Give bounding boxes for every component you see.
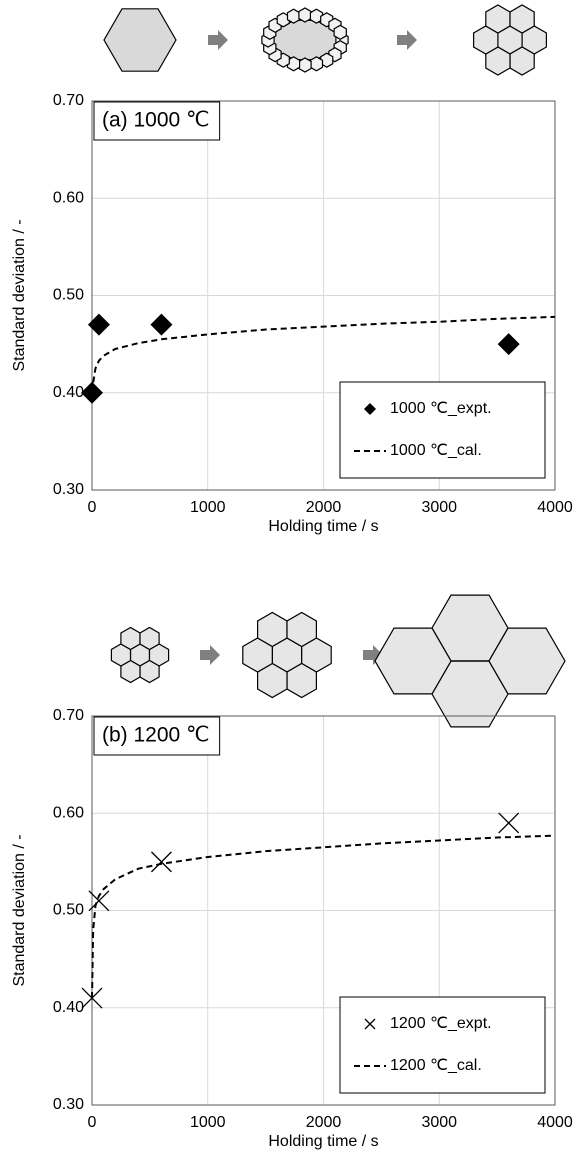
hexagon <box>286 611 317 648</box>
y-tick-label: 0.70 <box>53 92 84 109</box>
x-tick-label: 0 <box>88 1114 97 1131</box>
marker <box>81 381 103 404</box>
hexagon <box>139 626 160 651</box>
x-tick-label: 4000 <box>537 499 573 516</box>
legend-label: 1200 ℃_expt. <box>390 1015 492 1032</box>
x-axis-label: Holding time / s <box>268 518 378 535</box>
marker <box>150 851 172 873</box>
marker <box>88 890 110 912</box>
marker <box>497 333 520 356</box>
legend-marker <box>364 403 376 415</box>
hexagon <box>298 7 312 23</box>
legend-label: 1000 ℃_expt. <box>390 400 492 417</box>
x-tick-label: 3000 <box>421 499 457 516</box>
x-axis-label: Holding time / s <box>268 1133 378 1150</box>
x-tick-label: 3000 <box>421 1114 457 1131</box>
marker <box>87 313 110 336</box>
y-tick-label: 0.50 <box>53 902 84 919</box>
y-tick-label: 0.50 <box>53 287 84 304</box>
marker <box>498 812 520 834</box>
plot-frame <box>91 715 556 1106</box>
hexagon <box>286 8 301 24</box>
hexagon <box>298 57 312 73</box>
title-box <box>93 716 221 756</box>
y-tick-label: 0.60 <box>53 189 84 206</box>
title-box <box>93 101 221 141</box>
y-axis-label: Standard deviation / - <box>11 219 28 371</box>
y-tick-label: 0.40 <box>53 384 84 401</box>
line-series <box>91 834 556 999</box>
panel-title: (a) 1000 ℃ <box>102 109 210 132</box>
y-tick-label: 0.30 <box>53 1096 84 1113</box>
legend-marker <box>364 1018 376 1030</box>
y-tick-label: 0.30 <box>53 481 84 498</box>
hexagon <box>374 627 452 695</box>
y-axis-label: Standard deviation / - <box>11 834 28 986</box>
hexagon <box>309 8 324 24</box>
hexagon <box>488 627 566 695</box>
plot-frame <box>91 100 556 491</box>
hexagon <box>320 52 334 68</box>
marker <box>150 313 173 336</box>
arrow <box>208 30 228 50</box>
hexagon <box>509 4 535 34</box>
x-tick-label: 0 <box>88 499 97 516</box>
legend-label: 1000 ℃_cal. <box>390 442 482 459</box>
x-tick-label: 2000 <box>306 499 342 516</box>
arrow <box>200 645 220 665</box>
hexagon <box>120 626 141 651</box>
hexagon <box>309 56 324 72</box>
y-tick-label: 0.60 <box>53 804 84 821</box>
y-tick-label: 0.70 <box>53 707 84 724</box>
y-tick-label: 0.40 <box>53 999 84 1016</box>
legend-box <box>339 996 546 1094</box>
panel-title: (b) 1200 ℃ <box>102 724 210 747</box>
marker <box>81 987 103 1009</box>
hexagon <box>333 24 347 40</box>
hexagon <box>139 659 160 684</box>
legend-label: 1200 ℃_cal. <box>390 1057 482 1074</box>
x-tick-label: 1000 <box>190 1114 226 1131</box>
x-tick-label: 2000 <box>306 1114 342 1131</box>
x-tick-label: 1000 <box>190 499 226 516</box>
line-series <box>91 315 556 403</box>
x-tick-label: 4000 <box>537 1114 573 1131</box>
hexagon <box>103 8 177 72</box>
legend-box <box>339 381 546 479</box>
arrow <box>397 30 417 50</box>
